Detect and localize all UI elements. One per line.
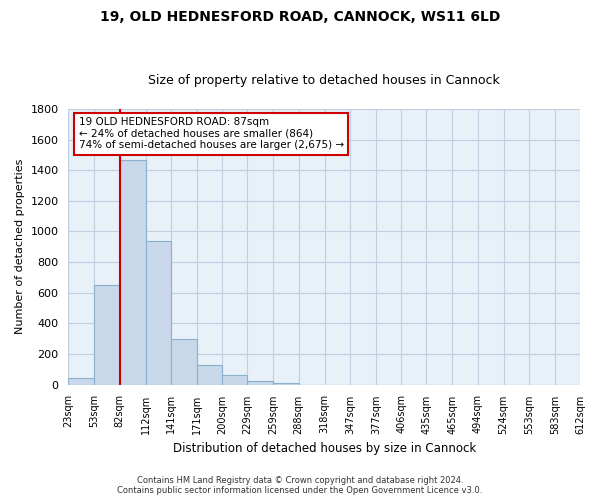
Title: Size of property relative to detached houses in Cannock: Size of property relative to detached ho… (148, 74, 500, 87)
Bar (146, 242, 171, 384)
Bar (171, 340, 197, 384)
Bar (247, 380, 274, 384)
Text: 19, OLD HEDNESFORD ROAD, CANNOCK, WS11 6LD: 19, OLD HEDNESFORD ROAD, CANNOCK, WS11 6… (100, 10, 500, 24)
Bar (274, 383, 299, 384)
X-axis label: Distribution of detached houses by size in Cannock: Distribution of detached houses by size … (173, 442, 476, 455)
Text: Contains HM Land Registry data © Crown copyright and database right 2024.
Contai: Contains HM Land Registry data © Crown c… (118, 476, 482, 495)
Bar (94, 285, 119, 384)
Bar (197, 364, 222, 384)
Bar (222, 374, 247, 384)
Bar (68, 378, 94, 384)
Y-axis label: Number of detached properties: Number of detached properties (15, 159, 25, 334)
Bar (119, 160, 146, 384)
Text: 19 OLD HEDNESFORD ROAD: 87sqm
← 24% of detached houses are smaller (864)
74% of : 19 OLD HEDNESFORD ROAD: 87sqm ← 24% of d… (79, 118, 344, 150)
